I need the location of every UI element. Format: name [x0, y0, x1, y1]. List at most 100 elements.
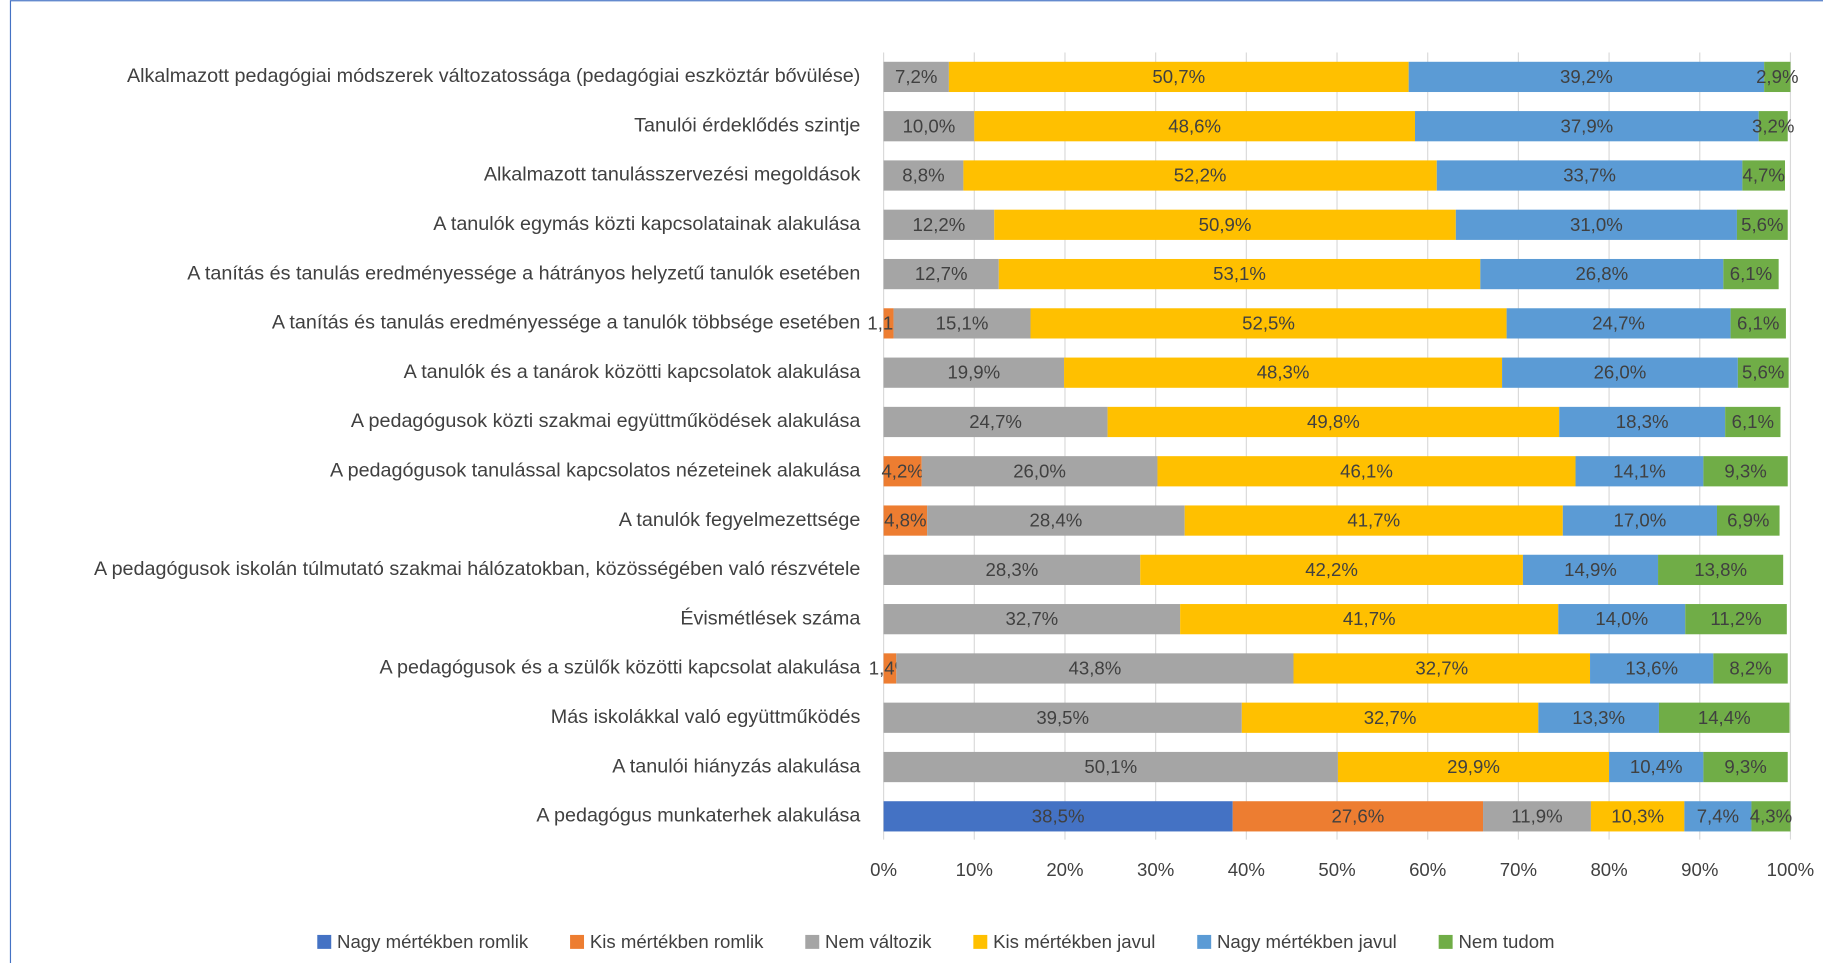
- bar-segment: [1480, 258, 1724, 290]
- bar-segment: [1522, 554, 1659, 585]
- bar-segment: [893, 308, 1031, 339]
- data-label: 24,7%: [1592, 312, 1645, 333]
- bar-segment: [1658, 702, 1790, 733]
- data-label: 4,3%: [1750, 805, 1792, 826]
- data-label: 48,3%: [1257, 362, 1310, 383]
- legend-swatch: [317, 934, 332, 949]
- x-tick-label: 70%: [1500, 859, 1537, 880]
- data-label: 8,8%: [902, 165, 944, 186]
- bar-segment: [1502, 357, 1738, 388]
- bar-segment: [1764, 61, 1791, 93]
- bar-segment: [1232, 801, 1484, 832]
- category-label: Évismétlések száma: [680, 606, 860, 629]
- data-label: 50,9%: [1199, 214, 1252, 235]
- chart-border: [9, 0, 1823, 963]
- data-label: 2,9%: [1756, 66, 1798, 87]
- bar-segment: [1703, 751, 1788, 783]
- data-label: 46,1%: [1340, 460, 1393, 481]
- legend-label: Nem tudom: [1458, 931, 1554, 952]
- bar-segment: [883, 801, 1233, 832]
- x-tick-label: 60%: [1409, 859, 1446, 880]
- data-label: 7,2%: [895, 66, 937, 87]
- data-label: 48,6%: [1168, 115, 1221, 136]
- data-label: 17,0%: [1614, 510, 1667, 531]
- data-label: 26,0%: [1013, 460, 1066, 481]
- data-label: 43,8%: [1069, 658, 1122, 679]
- category-label: Más iskolákkal való együttműködés: [551, 706, 861, 728]
- bar-segment: [883, 258, 999, 290]
- data-label: 10,0%: [903, 115, 956, 136]
- data-label: 6,9%: [1727, 510, 1769, 531]
- data-label: 4,8%: [884, 510, 926, 531]
- bar-segment: [998, 258, 1481, 290]
- bar-segment: [883, 456, 922, 487]
- data-label: 8,2%: [1729, 658, 1771, 679]
- data-label: 37,9%: [1560, 115, 1613, 136]
- bar-segment: [1658, 554, 1784, 585]
- bar-segment: [883, 751, 1338, 783]
- data-label: 9,3%: [1724, 756, 1766, 777]
- bar-segment: [1590, 653, 1714, 684]
- category-label: A pedagógusok közti szakmai együttműködé…: [351, 410, 860, 432]
- x-tick-label: 100%: [1767, 859, 1815, 880]
- bar-segment: [963, 160, 1437, 191]
- bar-segment: [1736, 209, 1788, 240]
- data-label: 42,2%: [1305, 559, 1358, 580]
- bar-segment: [1559, 406, 1726, 438]
- bar-segment: [883, 604, 1181, 635]
- category-label: A tanítás és tanulás eredményessége a há…: [187, 262, 860, 284]
- bar-segment: [883, 702, 1242, 733]
- bar-segment: [883, 111, 975, 142]
- data-label: 5,6%: [1742, 362, 1784, 383]
- bar-segment: [1538, 702, 1659, 733]
- data-label: 41,7%: [1347, 510, 1400, 531]
- bar-segment: [883, 61, 949, 93]
- bar-segment: [927, 505, 1185, 536]
- data-label: 33,7%: [1563, 165, 1616, 186]
- category-label: A tanulók fegyelmezettsége: [619, 509, 861, 531]
- legend-swatch: [570, 934, 585, 949]
- x-tick-label: 20%: [1046, 859, 1083, 880]
- category-label: A tanítás és tanulás eredményessége a ta…: [272, 312, 861, 334]
- bar-segment: [948, 61, 1409, 93]
- category-label: A tanulók és a tanárok közötti kapcsolat…: [404, 361, 861, 383]
- bar-segment: [1737, 357, 1789, 388]
- bar-segment: [1751, 801, 1791, 832]
- category-label: A pedagógusok és a szülők közötti kapcso…: [379, 657, 860, 679]
- category-label: A pedagógusok tanulással kapcsolatos néz…: [330, 459, 860, 481]
- data-label: 26,8%: [1575, 263, 1628, 284]
- bar-segment: [1436, 160, 1743, 191]
- bar-segment: [883, 357, 1065, 388]
- bar-segment: [1725, 406, 1781, 438]
- bar-segment: [1180, 604, 1559, 635]
- bar-segment: [1140, 554, 1523, 585]
- data-label: 10,4%: [1630, 756, 1683, 777]
- legend-swatch: [805, 934, 820, 949]
- bar-segment: [1483, 801, 1591, 832]
- data-label: 4,2%: [881, 460, 923, 481]
- x-tick-label: 90%: [1681, 859, 1718, 880]
- data-label: 13,6%: [1625, 658, 1678, 679]
- bar-segment: [1575, 456, 1704, 487]
- data-label: 11,9%: [1511, 805, 1562, 826]
- bar-segment: [1415, 111, 1759, 142]
- bar-segment: [883, 406, 1108, 438]
- category-label: A pedagógusok iskolán túlmutató szakmai …: [94, 558, 860, 580]
- data-label: 31,0%: [1570, 214, 1623, 235]
- data-label: 39,2%: [1560, 66, 1613, 87]
- data-label: 53,1%: [1213, 263, 1266, 284]
- bar-segment: [1590, 801, 1685, 832]
- x-tick-label: 40%: [1228, 859, 1265, 880]
- legend-label: Kis mértékben javul: [993, 931, 1155, 952]
- legend-swatch: [973, 934, 988, 949]
- data-label: 6,1%: [1730, 263, 1772, 284]
- data-label: 29,9%: [1447, 756, 1500, 777]
- data-label: 49,8%: [1307, 411, 1360, 432]
- data-label: 24,7%: [969, 411, 1022, 432]
- data-label: 14,9%: [1564, 559, 1617, 580]
- data-label: 11,2%: [1710, 608, 1761, 629]
- bar-segment: [1184, 505, 1563, 536]
- legend-label: Kis mértékben romlik: [590, 931, 764, 952]
- data-label: 26,0%: [1594, 362, 1647, 383]
- x-tick-label: 10%: [956, 859, 993, 880]
